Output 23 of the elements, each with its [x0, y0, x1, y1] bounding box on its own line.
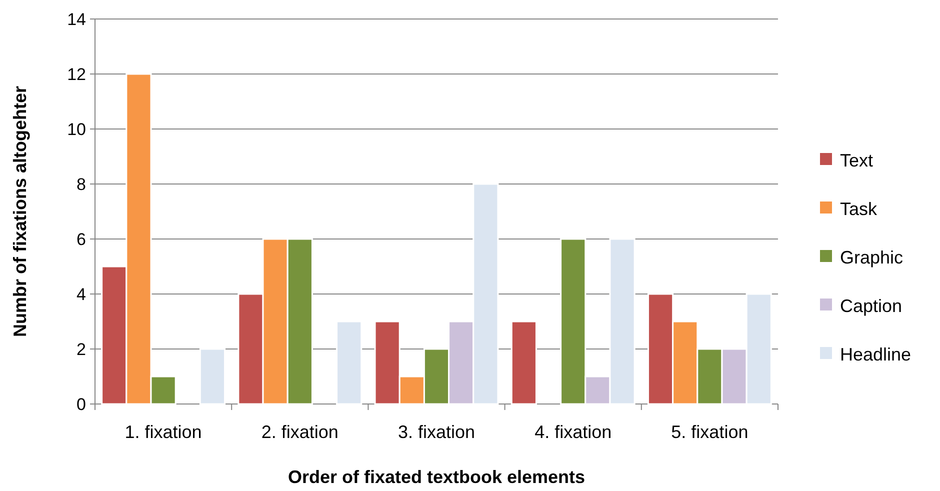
bar: [336, 320, 362, 405]
y-tick-label: 8: [76, 174, 86, 194]
y-tick-label: 12: [67, 64, 86, 84]
x-tick-label: 2. fixation: [261, 422, 338, 442]
legend-label: Graphic: [840, 247, 904, 268]
x-tick-label: 1. fixation: [124, 422, 202, 442]
y-tick-label: 10: [67, 120, 86, 139]
legend-label: Task: [840, 198, 878, 219]
y-tick-label: 4: [76, 284, 86, 304]
y-tick-label: 14: [67, 10, 86, 29]
x-tick-label: 4. fixation: [534, 422, 612, 442]
y-tick-label: 0: [76, 394, 86, 414]
x-tick-label: 3. fixation: [398, 422, 476, 442]
legend-label: Headline: [840, 344, 912, 364]
bar: [510, 320, 537, 405]
x-axis-title: Order of fixated textbook elements: [288, 467, 586, 487]
y-tick-label: 2: [76, 340, 86, 359]
y-tick-label: 6: [76, 230, 86, 249]
x-tick-label: 5. fixation: [671, 422, 748, 442]
y-axis-title: Numbr of fixations altogehter: [10, 86, 30, 338]
legend-label: Caption: [840, 296, 902, 316]
legend-label: Text: [840, 150, 874, 170]
bar: [199, 348, 226, 405]
